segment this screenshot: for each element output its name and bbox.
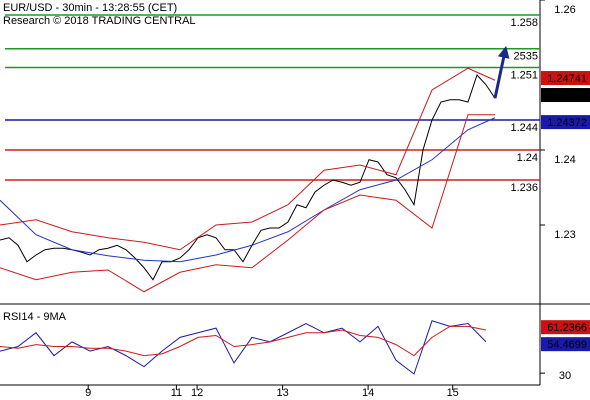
x-tick-label: 13 — [276, 387, 288, 399]
level-label: 1.244 — [510, 122, 538, 134]
level-label: 1.24 — [517, 152, 538, 164]
price-tag-label: 1.24372 — [547, 117, 587, 129]
series-line — [0, 74, 496, 281]
x-tick-label: 12 — [191, 387, 203, 399]
price-tag — [541, 320, 590, 335]
level-label: 1.258 — [510, 17, 538, 29]
series-line — [0, 67, 496, 251]
price-tag — [541, 115, 590, 130]
y-tick-label: 1.24 — [554, 154, 575, 166]
price-tag — [541, 337, 590, 352]
price-tag-label: 1.24733 — [547, 90, 587, 102]
series-line — [0, 320, 487, 375]
y-tick-label: 30 — [559, 370, 571, 382]
series-line — [0, 117, 496, 263]
level-label: 2535 — [514, 51, 538, 63]
level-label: 1.251 — [510, 69, 538, 81]
chart-title: EUR/USD - 30min - 13:28:55 (CET) — [3, 2, 177, 14]
price-tag-label: 61.2366 — [547, 322, 587, 334]
x-tick-label: 11 — [171, 387, 182, 399]
price-tag — [541, 88, 590, 103]
series-line — [493, 45, 510, 99]
price-tag — [541, 71, 590, 86]
y-tick-label: 1.23 — [554, 229, 575, 241]
price-tag-label: 54.4699 — [547, 339, 587, 351]
series-line — [0, 325, 487, 357]
chart-subtitle: Research © 2018 TRADING CENTRAL — [3, 15, 196, 27]
series-line — [0, 114, 495, 293]
x-tick-label: 15 — [447, 387, 459, 399]
y-tick-label: 1.26 — [554, 4, 575, 16]
level-label: 1.236 — [510, 182, 538, 194]
panel-title: RSI14 - 9MA — [3, 311, 67, 323]
price-tag-label: 1.24741 — [547, 73, 587, 85]
x-tick-label: 14 — [362, 387, 374, 399]
x-tick-label: 9 — [85, 387, 91, 399]
